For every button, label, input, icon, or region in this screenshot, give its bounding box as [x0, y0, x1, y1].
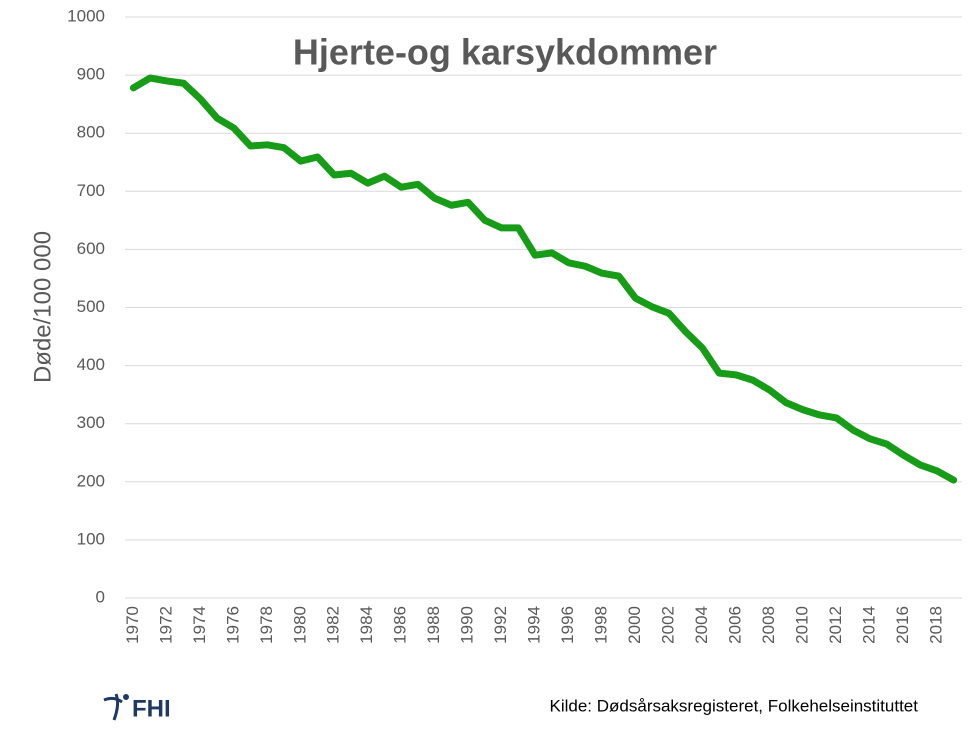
x-tick-label: 2004 [692, 606, 711, 644]
chart-title: Hjerte-og karsykdommer [293, 32, 717, 73]
x-tick-label: 1970 [123, 606, 142, 644]
y-tick-label: 1000 [67, 6, 105, 25]
x-tick-label: 2014 [859, 606, 878, 644]
x-tick-label: 1980 [290, 606, 309, 644]
x-tick-label: 1986 [391, 606, 410, 644]
logo-icon [103, 693, 123, 721]
y-tick-label: 400 [77, 355, 105, 374]
x-tick-label: 1972 [156, 606, 175, 644]
y-tick-label: 700 [77, 181, 105, 200]
x-tick-label: 1978 [257, 606, 276, 644]
y-tick-label: 500 [77, 297, 105, 316]
x-tick-label: 1996 [558, 606, 577, 644]
x-tick-label: 1990 [458, 606, 477, 644]
x-tick-label: 1976 [223, 606, 242, 644]
x-tick-label: 2006 [725, 606, 744, 644]
x-tick-label: 2012 [826, 606, 845, 644]
x-tick-label: 1974 [190, 606, 209, 644]
y-tick-label: 600 [77, 239, 105, 258]
y-tick-label: 0 [96, 587, 105, 606]
x-tick-label: 2010 [792, 606, 811, 644]
x-tick-label: 1988 [424, 606, 443, 644]
logo-text: FHI [132, 695, 171, 722]
x-tick-label: 1992 [491, 606, 510, 644]
y-tick-label: 100 [77, 529, 105, 548]
logo-dot [123, 694, 129, 700]
x-tick-label: 2000 [625, 606, 644, 644]
y-tick-label: 900 [77, 65, 105, 84]
y-tick-label: 300 [77, 413, 105, 432]
x-tick-label: 1982 [324, 606, 343, 644]
data-line [129, 74, 958, 484]
x-tick-label: 2018 [926, 606, 945, 644]
y-tick-label: 200 [77, 471, 105, 490]
y-axis-label: Døde/100 000 [29, 231, 56, 383]
x-tick-label: 1994 [525, 606, 544, 644]
y-tick-label: 800 [77, 123, 105, 142]
x-tick-label: 2016 [893, 606, 912, 644]
x-tick-label: 2008 [759, 606, 778, 644]
source: Kilde: Dødsårsaksregisteret, Folkehelsei… [550, 696, 919, 715]
x-tick-label: 2002 [659, 606, 678, 644]
x-tick-label: 1998 [592, 606, 611, 644]
logo: FHI [103, 693, 171, 722]
x-tick-label: 1984 [357, 606, 376, 644]
